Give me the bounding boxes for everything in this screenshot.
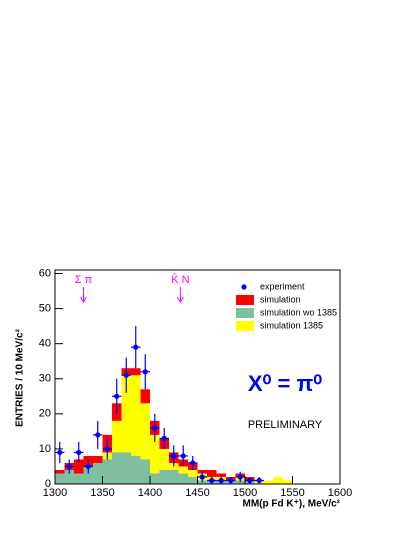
annotation: K̄ N (171, 273, 189, 286)
legend-swatch (236, 308, 254, 318)
legend-label: simulation 1385 (260, 320, 323, 330)
histogram-bar (131, 375, 141, 484)
histogram-bar (140, 403, 150, 484)
data-point (218, 477, 224, 484)
annotation-arrowhead (176, 296, 184, 303)
data-point (199, 474, 205, 480)
data-point (161, 435, 167, 441)
data-point (152, 425, 158, 431)
histogram-bar (159, 448, 169, 484)
legend-marker (241, 284, 247, 290)
y-tick-label: 50 (39, 302, 51, 314)
annotation: Σ π (75, 274, 93, 286)
y-tick-label: 0 (45, 478, 51, 490)
histogram-bar (64, 469, 74, 484)
data-point (133, 344, 139, 350)
histogram-bar (273, 476, 283, 484)
x-tick-label: 1600 (328, 487, 352, 499)
histogram-bar (93, 462, 103, 484)
data-point (57, 449, 63, 456)
histogram-bar (283, 480, 293, 484)
data-point (180, 453, 186, 459)
histogram-bar (159, 469, 169, 484)
data-point (190, 460, 196, 466)
y-tick-label: 30 (39, 373, 51, 385)
data-point (104, 446, 110, 452)
histogram-bar (112, 420, 122, 484)
data-point (228, 477, 234, 484)
histogram-bar (121, 452, 131, 484)
data-point (237, 474, 243, 480)
legend-label: experiment (260, 281, 305, 291)
histogram-bar (121, 375, 131, 484)
data-point (247, 477, 253, 484)
y-tick-label: 20 (39, 408, 51, 420)
histogram-bar (169, 469, 179, 484)
legend-swatch (236, 295, 254, 305)
legend-swatch (236, 321, 254, 331)
data-point (76, 449, 82, 456)
histogram-bar (131, 455, 141, 484)
x-tick-label: 1350 (90, 487, 114, 499)
x-tick-label: 1450 (185, 487, 209, 499)
histogram-bar (150, 473, 160, 484)
data-point (256, 477, 262, 484)
histogram-bar (140, 459, 150, 484)
watermark: PRELIMINARY (248, 419, 323, 431)
x-tick-label: 1550 (280, 487, 304, 499)
data-point (114, 393, 120, 399)
x-tick-label: 1300 (43, 487, 67, 499)
legend-label: simulation (260, 294, 301, 304)
histogram-bar (178, 473, 188, 484)
x-axis-label: MM(p Fd K⁺), MeV/c² (243, 499, 341, 510)
annotation-arrowhead (80, 296, 87, 303)
data-point (209, 477, 215, 484)
histogram-bar (102, 459, 112, 484)
y-tick-label: 60 (39, 267, 51, 279)
data-point (95, 432, 101, 438)
histogram-bar (264, 480, 274, 484)
y-tick-label: 40 (39, 338, 51, 350)
histogram-bar (150, 434, 160, 484)
histogram-bar (83, 466, 93, 484)
x-tick-label: 1400 (138, 487, 162, 499)
data-point (123, 372, 129, 378)
data-point (85, 463, 91, 470)
histogram-bar (74, 459, 84, 484)
histogram-bar (55, 473, 65, 484)
legend-label: simulation wo 1385 (260, 307, 337, 317)
x-tick-label: 1500 (233, 487, 257, 499)
data-point (171, 453, 177, 459)
data-point (142, 369, 148, 375)
histogram-bar (112, 452, 122, 484)
formula: X⁰ = π⁰ (248, 371, 322, 396)
y-axis-label: ENTRIES / 10 MeV/c² (15, 328, 26, 426)
data-point (66, 463, 72, 470)
histogram-bar (188, 476, 198, 484)
y-tick-label: 10 (39, 443, 51, 455)
histogram-bar (74, 473, 84, 484)
